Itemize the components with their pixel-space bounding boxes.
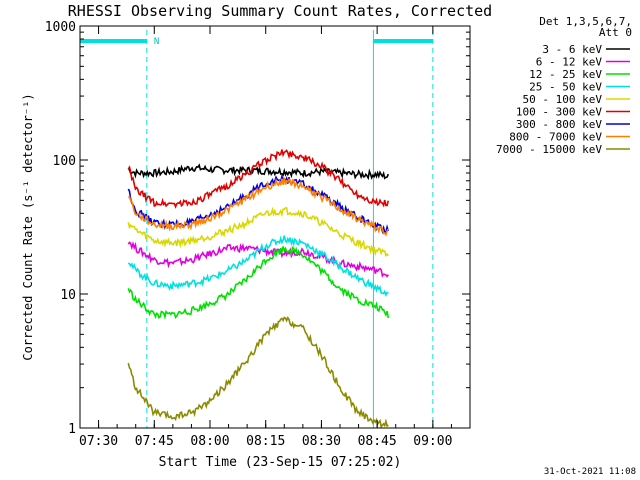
y-tick-label-1: 10 — [60, 288, 76, 303]
x-tick-label-3: 08:15 — [246, 434, 285, 449]
series-line-1 — [127, 240, 389, 278]
saa-marker-label: N — [154, 37, 159, 47]
legend-header-1: Att 0 — [599, 26, 632, 39]
series-line-2 — [127, 245, 390, 321]
x-tick-label-0: 07:30 — [79, 434, 118, 449]
legend-label-4: 50 - 100 keV — [523, 93, 603, 106]
legend-label-8: 7000 - 15000 keV — [496, 143, 602, 156]
legend-label-1: 6 - 12 keV — [536, 56, 603, 69]
legend-label-2: 12 - 25 keV — [529, 68, 602, 81]
plot-frame — [79, 25, 471, 429]
legend-label-3: 25 - 50 keV — [529, 81, 602, 94]
x-tick-label-4: 08:30 — [302, 434, 341, 449]
footer-date: 31-Oct-2021 11:08 — [544, 467, 636, 477]
y-tick-label-2: 100 — [53, 154, 76, 169]
series-line-0 — [128, 163, 390, 181]
y-tick-label-0: 1 — [68, 422, 76, 437]
series-line-3 — [127, 235, 389, 297]
chart-title: RHESSI Observing Summary Count Rates, Co… — [68, 2, 492, 20]
x-tick-label-6: 09:00 — [413, 434, 452, 449]
series-line-5 — [127, 149, 390, 209]
legend-label-0: 3 - 6 keV — [542, 43, 602, 56]
x-tick-label-2: 08:00 — [190, 434, 229, 449]
legend-label-6: 300 - 800 keV — [516, 118, 602, 131]
x-axis-label: Start Time (23-Sep-15 07:25:02) — [159, 455, 402, 470]
y-tick-label-3: 1000 — [45, 20, 76, 35]
series-line-7 — [127, 177, 389, 237]
y-axis-ticks: 1 10 100 1000 — [45, 20, 470, 437]
series-line-4 — [127, 206, 389, 258]
x-tick-label-1: 07:45 — [135, 434, 174, 449]
legend-label-7: 800 - 7000 keV — [509, 131, 602, 144]
series-line-8 — [127, 316, 389, 429]
series-group — [127, 149, 390, 429]
x-axis-ticks: 07:30 07:45 08:00 08:15 08:30 08:45 09:00 — [79, 26, 471, 449]
y-axis-label: Corrected Count Rate (s⁻¹ detector⁻¹) — [21, 93, 35, 360]
legend-label-5: 100 - 300 keV — [516, 106, 602, 119]
legend-header-0: Det 1,3,5,6,7, — [539, 15, 632, 28]
x-tick-label-5: 08:45 — [358, 434, 397, 449]
